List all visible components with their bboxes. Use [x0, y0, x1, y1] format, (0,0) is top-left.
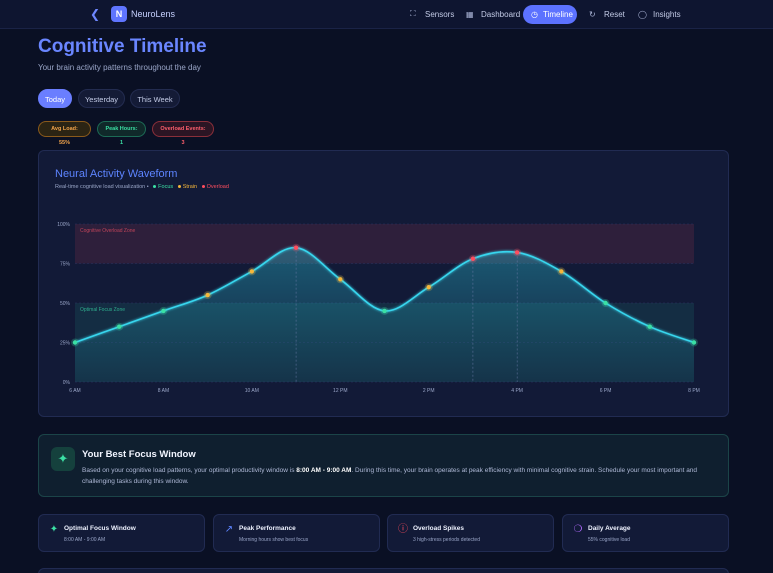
scan-icon: ⛶: [410, 9, 416, 18]
y-tick-label: 25%: [60, 341, 71, 347]
waveform-card: Neural Activity Waveform Real-time cogni…: [38, 150, 729, 417]
data-point: [72, 340, 78, 345]
data-point: [249, 269, 255, 274]
nav-sensors[interactable]: ⛶ Sensors: [402, 4, 462, 24]
stat-sub: Morning hours show best focus: [239, 537, 309, 543]
data-point: [382, 308, 387, 314]
overload-zone-label: Cognitive Overload Zone: [80, 228, 136, 234]
data-point: [647, 324, 652, 329]
data-point: [161, 308, 166, 314]
data-point: [514, 250, 520, 255]
app-logo: N: [111, 6, 127, 22]
nav-label: Timeline: [542, 10, 573, 19]
nav-label: Reset: [604, 9, 625, 19]
strain-dot-icon: [177, 185, 181, 189]
legend-focus-label: Focus: [158, 184, 174, 190]
x-tick-label: 10 AM: [245, 388, 259, 394]
stat-card-overload-spikes: ⓘ Overload Spikes 3 high-stress periods …: [387, 514, 554, 552]
y-tick-label: 50%: [60, 301, 71, 307]
data-point: [470, 256, 476, 261]
legend-overload-label: Overload: [206, 184, 229, 190]
x-tick-label: 8 PM: [688, 388, 700, 394]
page-subtitle: Your brain activity patterns throughout …: [38, 63, 201, 72]
stat-title: Optimal Focus Window: [64, 525, 136, 532]
focus-window-title: Your Best Focus Window: [82, 449, 196, 460]
data-point: [691, 340, 697, 345]
avg-load-badge: Avg Load: 55%: [38, 121, 91, 146]
nav-label: Dashboard: [481, 9, 521, 19]
stat-title: Overload Spikes: [413, 525, 464, 532]
tab-today[interactable]: Today: [38, 89, 72, 108]
overload-dot-icon: [201, 185, 205, 189]
data-point: [117, 324, 122, 329]
x-tick-label: 4 PM: [511, 388, 523, 394]
nav-insights[interactable]: ◯ Insights: [630, 4, 689, 24]
focus-window-time: 8:00 AM - 9:00 AM: [296, 467, 352, 474]
legend-overload: Overload: [201, 184, 229, 190]
stat-card-daily-average: ❍ Daily Average 55% cognitive load: [562, 514, 729, 552]
best-focus-window-card: ✦ Your Best Focus Window Based on your c…: [38, 434, 729, 497]
focus-window-text: Based on your cognitive load patterns, y…: [82, 465, 712, 487]
data-point: [559, 269, 564, 274]
nav-reset[interactable]: ↻ Reset: [581, 4, 633, 24]
nav-label: Insights: [653, 9, 681, 19]
data-point: [293, 245, 299, 250]
page-title: Cognitive Timeline: [38, 36, 207, 57]
stat-card-optimal-focus: ✦ Optimal Focus Window 8:00 AM - 9:00 AM: [38, 514, 205, 552]
x-tick-label: 12 PM: [333, 388, 347, 394]
nav-timeline[interactable]: ◷ Timeline: [523, 5, 577, 24]
y-tick-label: 0%: [63, 380, 71, 386]
tab-this-week[interactable]: This Week: [130, 89, 180, 108]
sparkle-icon: ✦: [49, 524, 59, 535]
legend-focus: Focus: [153, 184, 173, 190]
chart-subtitle: Real-time cognitive load visualization •: [55, 184, 149, 190]
nav-label: Sensors: [425, 9, 455, 19]
chevron-left-icon[interactable]: ❮: [89, 7, 101, 21]
app-name: NeuroLens: [131, 9, 176, 19]
tab-yesterday[interactable]: Yesterday: [78, 89, 125, 108]
y-tick-label: 100%: [57, 222, 70, 228]
stat-title: Peak Performance: [239, 525, 296, 532]
waveform-chart: Cognitive Overload Zone Optimal Focus Zon…: [57, 222, 700, 394]
grid-icon: ▦: [466, 9, 474, 19]
top-navbar: ❮ N NeuroLens ⛶ Sensors ▦ Dashboard ◷ Ti…: [0, 0, 773, 29]
brain-icon: ❍: [573, 524, 583, 535]
focus-zone-label: Optimal Focus Zone: [80, 307, 125, 313]
overload-events-badge: Overload Events: 3: [152, 121, 214, 146]
focus-dot-icon: [153, 185, 157, 189]
overload-zone: [75, 224, 694, 264]
alert-circle-icon: ⓘ: [398, 524, 408, 535]
peak-hours-badge: Peak Hours: 1: [97, 121, 146, 146]
data-point: [338, 277, 343, 282]
x-tick-label: 2 PM: [423, 388, 435, 394]
x-tick-label: 6 PM: [600, 388, 612, 394]
refresh-icon: ↻: [589, 9, 596, 19]
lightbulb-icon: ◯: [638, 9, 647, 19]
next-section-card: [38, 568, 729, 573]
stat-title: Daily Average: [588, 525, 631, 532]
legend-strain: Strain: [177, 184, 198, 190]
focus-text-after: . During this time, your brain operates …: [82, 467, 698, 485]
legend-strain-label: Strain: [182, 184, 198, 190]
nav-dashboard[interactable]: ▦ Dashboard: [458, 4, 528, 24]
stat-sub: 55% cognitive load: [588, 537, 630, 543]
stat-sub: 8:00 AM - 9:00 AM: [64, 537, 106, 543]
data-point: [205, 292, 210, 298]
x-tick-label: 8 AM: [158, 388, 169, 394]
sparkle-icon: ✦: [51, 447, 75, 471]
stat-sub: 3 high-stress periods detected: [413, 537, 480, 543]
data-point: [603, 300, 608, 306]
data-point: [426, 285, 431, 290]
clock-icon: ◷: [531, 10, 538, 19]
stat-card-peak-performance: ↗ Peak Performance Morning hours show be…: [213, 514, 380, 552]
chart-legend: Real-time cognitive load visualization •…: [55, 184, 229, 190]
chart-title: Neural Activity Waveform: [55, 168, 178, 180]
waveform-area: [75, 247, 694, 382]
y-tick-label: 75%: [60, 262, 71, 268]
x-tick-label: 6 AM: [69, 388, 80, 394]
focus-text-before: Based on your cognitive load patterns, y…: [82, 467, 297, 474]
trend-up-icon: ↗: [224, 524, 234, 535]
